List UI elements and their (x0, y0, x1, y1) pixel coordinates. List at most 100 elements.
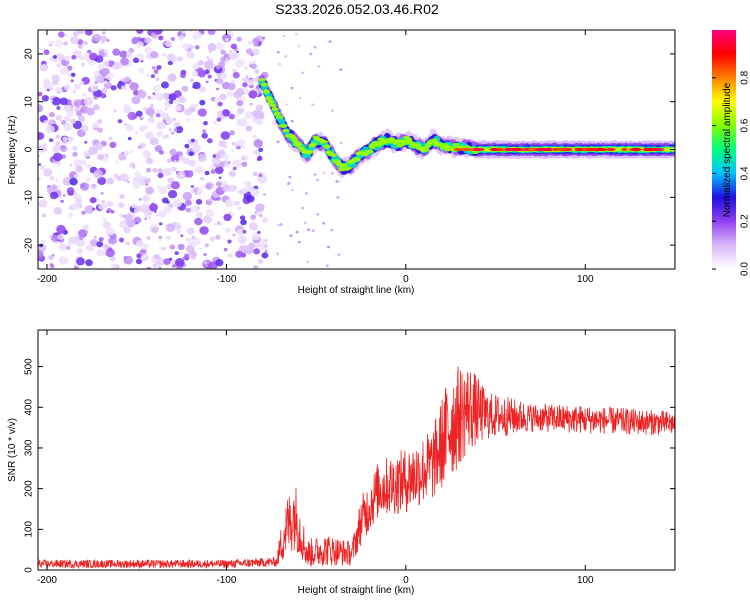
heatmap-cell (125, 123, 134, 132)
heatmap-cell (103, 48, 109, 54)
heatmap-cell (216, 65, 221, 70)
heatmap-cell (224, 227, 232, 234)
heatmap-cell (129, 82, 139, 91)
heatmap-cell (171, 131, 175, 135)
heatmap-cell (202, 185, 205, 189)
colorbar-tick-label: 0.8 (740, 70, 750, 84)
heatmap-cell (236, 50, 239, 54)
heatmap-cell (213, 121, 217, 125)
heatmap-cell (574, 147, 584, 152)
heatmap-cell (135, 110, 143, 117)
heatmap-cell (330, 228, 334, 232)
heatmap-cell (97, 168, 100, 171)
heatmap-cell (222, 33, 232, 43)
heatmap-cell (218, 61, 226, 68)
heatmap-cell (309, 52, 313, 56)
heatmap-cell (247, 79, 256, 86)
heatmap-cell (511, 147, 525, 152)
heatmap-cell (290, 119, 294, 123)
heatmap-cell (259, 239, 268, 247)
heatmap-cell (158, 235, 162, 239)
heatmap-cell (145, 73, 150, 78)
y-tick-label: 20 (24, 48, 35, 60)
heatmap-cell (250, 214, 257, 220)
heatmap-cell (219, 93, 227, 101)
heatmap-cell (45, 125, 55, 134)
heatmap-cell (158, 150, 164, 155)
heatmap-cell (46, 79, 50, 82)
heatmap-cell (295, 230, 299, 234)
heatmap-cell (74, 106, 81, 112)
heatmap-cell (232, 72, 240, 79)
heatmap-cell (310, 142, 318, 147)
heatmap-cell (69, 177, 78, 186)
y-tick-label: 0 (24, 146, 35, 152)
heatmap-cell (137, 175, 143, 180)
heatmap-cell (253, 42, 259, 47)
heatmap-cell (279, 223, 283, 226)
heatmap-cell (243, 180, 252, 188)
heatmap-cell (276, 50, 280, 54)
x-tick-label: 0 (403, 274, 409, 285)
heatmap-cell (181, 85, 189, 92)
heatmap-cell (282, 128, 290, 133)
heatmap-cell (145, 157, 154, 165)
heatmap-cell (322, 171, 326, 174)
heatmap-cell (103, 61, 110, 67)
heatmap-cell (113, 61, 123, 70)
heatmap-cell (229, 130, 235, 136)
heatmap-cell (205, 80, 209, 84)
heatmap-cell (133, 216, 142, 224)
heatmap-cell (154, 254, 160, 260)
heatmap-cell (606, 147, 616, 152)
heatmap-cell (255, 118, 264, 126)
heatmap-cell (66, 187, 75, 194)
heatmap-cell (192, 81, 201, 90)
heatmap-cell (207, 30, 216, 35)
heatmap-cell (242, 229, 247, 234)
heatmap-cell (236, 190, 240, 193)
heatmap-cell (93, 89, 103, 98)
heatmap-cell (68, 236, 78, 245)
heatmap-cell (104, 81, 108, 85)
heatmap-cell (246, 194, 255, 203)
heatmap-cell (236, 139, 246, 147)
heatmap-cell (73, 99, 83, 108)
heatmap-cell (227, 239, 232, 244)
heatmap-cell (76, 257, 85, 266)
heatmap-cell (62, 176, 73, 186)
x-tick-label: 100 (577, 575, 594, 586)
heatmap-cell (249, 102, 253, 106)
heatmap-cell (255, 104, 263, 112)
heatmap-cell (190, 138, 195, 143)
heatmap-cell (247, 40, 253, 45)
heatmap-cell (254, 242, 261, 248)
heatmap-cell (259, 213, 263, 218)
heatmap-cell (215, 234, 221, 240)
heatmap-cell (96, 241, 104, 248)
heatmap-cell (181, 30, 187, 35)
heatmap-cell (184, 143, 190, 149)
heatmap-cell (94, 70, 100, 76)
heatmap-cell (105, 227, 115, 236)
heatmap-cell (271, 107, 279, 111)
heatmap-cell (199, 247, 203, 251)
heatmap-cell (199, 99, 206, 106)
heatmap-cell (264, 249, 268, 253)
heatmap-cell (277, 223, 281, 227)
heatmap-cell (144, 179, 149, 183)
heatmap-cell (141, 203, 149, 210)
heatmap-cell (106, 210, 110, 213)
heatmap-cell (252, 48, 260, 56)
y-tick-label: 100 (24, 521, 35, 538)
heatmap-cell (216, 87, 220, 91)
heatmap-cell (51, 234, 59, 242)
heatmap-cell (170, 154, 180, 163)
heatmap-cell (150, 74, 155, 78)
heatmap-cell (100, 191, 104, 195)
heatmap-cell (156, 78, 160, 81)
heatmap-cell (174, 121, 180, 128)
heatmap-cell (311, 103, 315, 107)
heatmap-cell (38, 163, 41, 166)
